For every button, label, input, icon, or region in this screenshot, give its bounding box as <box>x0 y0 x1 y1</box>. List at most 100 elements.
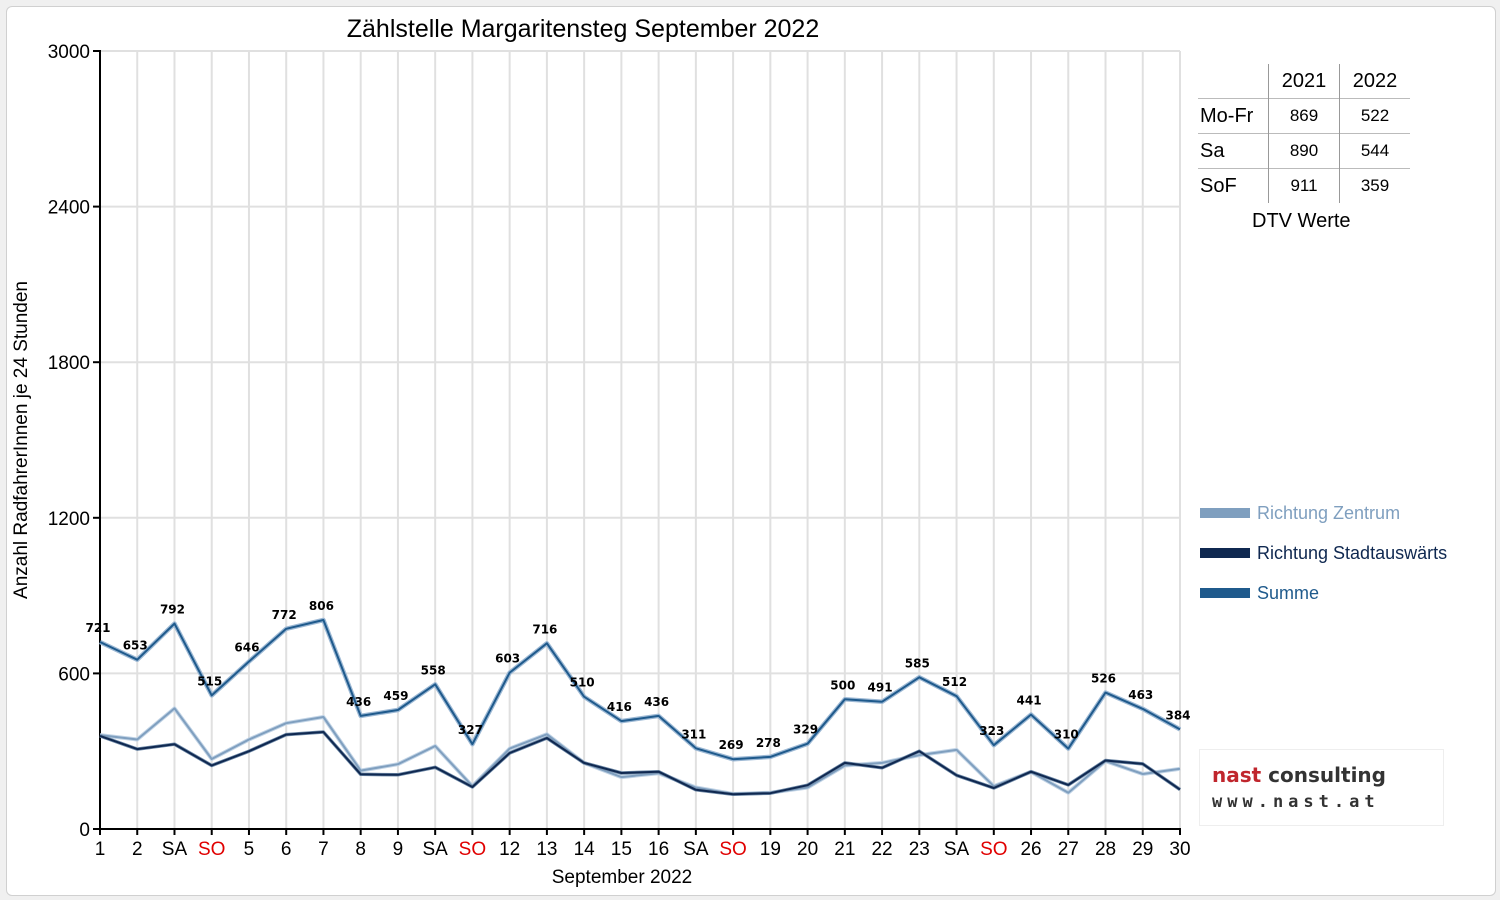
legend: Richtung Zentrum Richtung Stadtauswärts … <box>1200 493 1447 613</box>
x-tick-label: SO <box>459 839 486 860</box>
data-label: 459 <box>383 689 408 703</box>
x-tick-label: SA <box>162 839 188 860</box>
x-tick-label: 21 <box>834 839 855 860</box>
y-tick-labels: 0 600 1200 1800 2400 3000 <box>48 42 90 841</box>
dtv-row-label: Mo-Fr <box>1198 98 1269 134</box>
x-axis-title: September 2022 <box>552 867 693 888</box>
data-label: 441 <box>1017 694 1042 708</box>
dtv-value-2022: 359 <box>1339 168 1410 203</box>
data-label: 323 <box>979 724 1004 738</box>
axes <box>93 50 1181 835</box>
dtv-value-2021: 869 <box>1268 98 1340 134</box>
x-tick-label: 8 <box>355 839 366 860</box>
data-label: 526 <box>1091 672 1116 686</box>
data-label: 384 <box>1165 708 1190 722</box>
x-tick-label: 20 <box>797 839 818 860</box>
chart-title: Zählstelle Margaritensteg September 2022 <box>347 15 820 43</box>
logo-name-part2: consulting <box>1268 763 1386 787</box>
legend-item-stadtauswaerts: Richtung Stadtauswärts <box>1200 533 1447 573</box>
logo-name-part1: nast <box>1212 763 1262 787</box>
dtv-header-2021: 2021 <box>1268 64 1340 99</box>
x-tick-label: 6 <box>281 839 292 860</box>
dtv-row-label: SoF <box>1198 168 1269 203</box>
data-label: 491 <box>868 681 893 695</box>
legend-item-summe: Summe <box>1200 573 1447 613</box>
x-tick-label: SA <box>422 839 448 860</box>
data-label: 311 <box>681 727 706 741</box>
data-label: 278 <box>756 736 781 750</box>
dtv-table: 2021 2022 Mo-Fr 869 522 Sa 890 544 SoF 9… <box>1198 64 1410 203</box>
legend-swatch <box>1200 588 1250 598</box>
data-label: 500 <box>830 678 855 692</box>
data-label: 329 <box>793 723 818 737</box>
x-tick-label: 7 <box>318 839 329 860</box>
y-tick-label: 1800 <box>48 353 90 374</box>
company-logo: nast consulting www.nast.at <box>1200 750 1443 825</box>
data-label: 436 <box>346 695 371 709</box>
x-tick-label: 28 <box>1095 839 1116 860</box>
dtv-row-mofr: Mo-Fr 869 522 <box>1198 98 1410 134</box>
y-axis-title: Anzahl RadfahrerInnen je 24 Stunden <box>11 281 32 599</box>
legend-item-zentrum: Richtung Zentrum <box>1200 493 1447 533</box>
data-label: 327 <box>458 723 483 737</box>
x-tick-label: 30 <box>1169 839 1190 860</box>
x-tick-label: 22 <box>871 839 892 860</box>
logo-wordmark: nast consulting <box>1212 763 1386 787</box>
x-tick-label: 13 <box>536 839 557 860</box>
x-tick-label: SO <box>198 839 225 860</box>
legend-swatch <box>1200 548 1250 558</box>
x-tick-label: 12 <box>499 839 520 860</box>
x-tick-label: 14 <box>574 839 596 860</box>
dtv-row-sof: SoF 911 359 <box>1198 168 1410 203</box>
data-label: 806 <box>309 599 334 613</box>
y-tick-label: 3000 <box>48 42 90 63</box>
series-summe-halo <box>99 617 1182 762</box>
data-label: 436 <box>644 695 669 709</box>
logo-url: www.nast.at <box>1212 792 1380 812</box>
y-tick-label: 600 <box>58 664 90 685</box>
x-tick-labels: 1 2 SA SO 5 6 7 8 9 SA SO 12 13 14 15 16 SA SO 19 20 21 22 23 S… <box>95 839 1191 860</box>
legend-swatch <box>1200 508 1250 518</box>
series-lines <box>99 617 1182 796</box>
data-label: 510 <box>570 676 595 690</box>
data-label: 310 <box>1054 728 1079 742</box>
x-tick-label: 23 <box>909 839 930 860</box>
x-tick-label: 29 <box>1132 839 1153 860</box>
series-line-stadtauswaerts <box>99 731 1181 796</box>
grid <box>100 50 1181 829</box>
x-tick-label: 2 <box>132 839 143 860</box>
series-line-zentrum <box>99 707 1181 795</box>
x-tick-label: 5 <box>244 839 255 860</box>
x-tick-label: SA <box>944 839 970 860</box>
dtv-value-2021: 911 <box>1268 168 1340 203</box>
x-tick-label: 26 <box>1020 839 1041 860</box>
dtv-header-blank <box>1198 64 1269 99</box>
dtv-value-2021: 890 <box>1268 133 1340 169</box>
data-label: 585 <box>905 656 930 670</box>
data-label: 653 <box>123 639 148 653</box>
data-label: 792 <box>160 603 185 617</box>
x-tick-label: SO <box>980 839 1007 860</box>
legend-label: Summe <box>1257 582 1320 603</box>
x-tick-label: 16 <box>648 839 669 860</box>
data-label: 603 <box>495 652 520 666</box>
data-label: 646 <box>234 640 259 654</box>
dtv-header-row: 2021 2022 <box>1198 64 1410 99</box>
series-zentrum-halo <box>99 706 1181 796</box>
y-tick-label: 1200 <box>48 509 90 530</box>
data-label: 772 <box>272 608 297 622</box>
x-tick-label: 27 <box>1058 839 1079 860</box>
series-line-summe <box>99 619 1181 761</box>
x-tick-label: SO <box>719 839 746 860</box>
data-label: 558 <box>421 663 446 677</box>
dtv-header-2022: 2022 <box>1339 64 1410 99</box>
data-labels: 721 653 792 515 646 772 806 436 459 558 327 603 716 5… <box>85 599 1190 752</box>
dtv-value-2022: 544 <box>1339 133 1410 169</box>
series-stadtauswaerts-halo <box>99 730 1181 796</box>
dtv-caption: DTV Werte <box>1252 210 1351 232</box>
data-label: 269 <box>719 738 744 752</box>
legend-label: Richtung Stadtauswärts <box>1257 542 1448 563</box>
data-label: 463 <box>1128 688 1153 702</box>
dtv-row-sa: Sa 890 544 <box>1198 133 1410 169</box>
